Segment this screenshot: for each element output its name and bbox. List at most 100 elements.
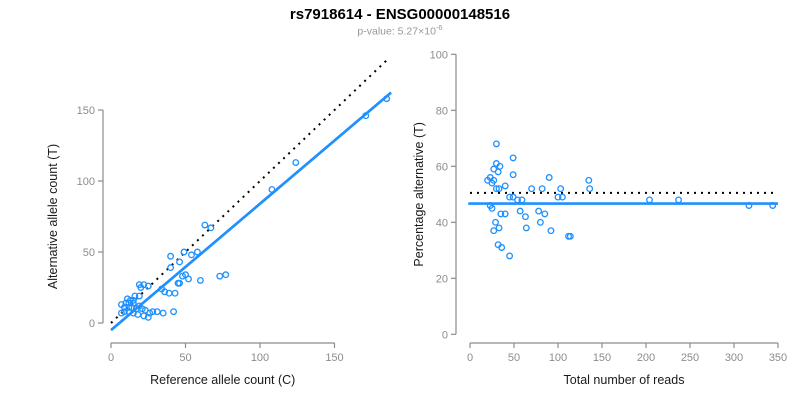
x-tick-label: 50 (179, 352, 191, 364)
data-point (495, 224, 503, 232)
y-tick-label: 20 (436, 273, 448, 285)
data-point (135, 292, 143, 300)
figure-title: rs7918614 - ENSG00000148516 (289, 6, 511, 23)
data-point (554, 193, 562, 201)
x-tick-label: 300 (725, 352, 743, 364)
data-point (521, 213, 529, 221)
data-point (492, 218, 499, 226)
data-point (501, 182, 509, 190)
data-point (201, 221, 209, 229)
x-tick-label: 350 (769, 352, 787, 364)
data-point (646, 196, 653, 204)
data-point (498, 244, 506, 251)
data-point (117, 309, 125, 317)
data-point (137, 284, 145, 291)
data-point (492, 185, 500, 193)
data-point (167, 264, 175, 272)
x-tick-label: 250 (681, 352, 699, 364)
data-point (494, 168, 502, 176)
data-point (495, 185, 503, 193)
x-tick-label: 100 (549, 352, 567, 364)
x-axis-title: Total number of reads (564, 373, 685, 387)
data-point (167, 252, 175, 260)
data-point (292, 159, 300, 166)
data-point (125, 308, 133, 316)
data-point (514, 196, 521, 204)
data-point (153, 308, 161, 316)
data-point (557, 185, 565, 193)
x-tick-label: 150 (593, 352, 611, 364)
plot-percentage-vs-reads: 0 20 40 60 80 100 0 50 100 150 200 250 300 350 Total n… (412, 49, 787, 387)
data-point (528, 185, 536, 193)
x-tick-label: 0 (108, 352, 114, 364)
y-axis-title: Percentage alternative (T) (412, 122, 426, 267)
data-point (558, 193, 566, 201)
data-point (196, 276, 204, 284)
data-point (222, 271, 230, 279)
data-point (490, 227, 498, 235)
data-point (509, 171, 517, 179)
data-point (488, 204, 496, 212)
data-point (769, 202, 777, 209)
data-point (144, 282, 152, 290)
data-point (506, 252, 514, 260)
data-point (159, 309, 167, 317)
data-point (193, 248, 201, 256)
x-tick-label: 0 (467, 352, 473, 364)
pvalue-label: p-value: (357, 25, 398, 38)
data-point (383, 95, 391, 103)
data-point (161, 288, 169, 296)
data-point (188, 251, 195, 259)
pvalue-times: ×10 (418, 25, 436, 38)
data-point (176, 258, 183, 266)
fit-line (110, 91, 392, 332)
data-point (541, 210, 549, 218)
data-point (497, 210, 505, 218)
y-tick-label: 100 (430, 49, 448, 61)
pvalue-exponent: -6 (435, 23, 443, 32)
data-point (170, 308, 178, 316)
data-point (129, 309, 137, 317)
y-tick-label: 80 (436, 105, 448, 117)
data-point (488, 179, 496, 187)
data-point (536, 218, 544, 226)
y-tick-label: 60 (436, 161, 448, 173)
data-point (171, 289, 179, 297)
pvalue-mantissa: 5.27 (397, 25, 419, 38)
data-point (585, 176, 593, 184)
data-point (125, 303, 133, 311)
data-point (176, 279, 183, 287)
data-point (506, 193, 514, 201)
figure-subtitle: p-value: 5.27×10-6 (0, 23, 800, 38)
data-point (535, 207, 543, 215)
y-tick-label: 0 (89, 318, 95, 330)
data-point (144, 313, 152, 321)
data-point (745, 202, 753, 209)
x-axis-title: Reference allele count (C) (150, 373, 295, 387)
x-tick-label: 100 (251, 352, 269, 364)
data-point (131, 292, 139, 300)
data-point (516, 207, 524, 215)
x-tick-label: 50 (508, 352, 520, 364)
plot-allele-counts: 0 50 100 150 0 50 100 150 Reference allele count… (46, 56, 392, 387)
data-point (362, 112, 370, 120)
data-point (586, 185, 594, 193)
data-point (140, 312, 148, 320)
data-point (538, 185, 546, 193)
data-point (216, 272, 224, 280)
data-point (501, 210, 509, 218)
data-point (129, 299, 137, 307)
data-point (547, 227, 555, 235)
x-tick-label: 200 (637, 352, 655, 364)
y-tick-label: 50 (83, 247, 95, 259)
data-point (675, 196, 683, 204)
data-point (566, 232, 574, 240)
y-tick-label: 150 (77, 105, 95, 117)
y-tick-label: 0 (442, 329, 448, 341)
data-point (185, 275, 192, 283)
y-tick-label: 40 (436, 217, 448, 229)
y-axis-title: Alternative allele count (T) (46, 144, 60, 289)
data-point (518, 196, 526, 204)
